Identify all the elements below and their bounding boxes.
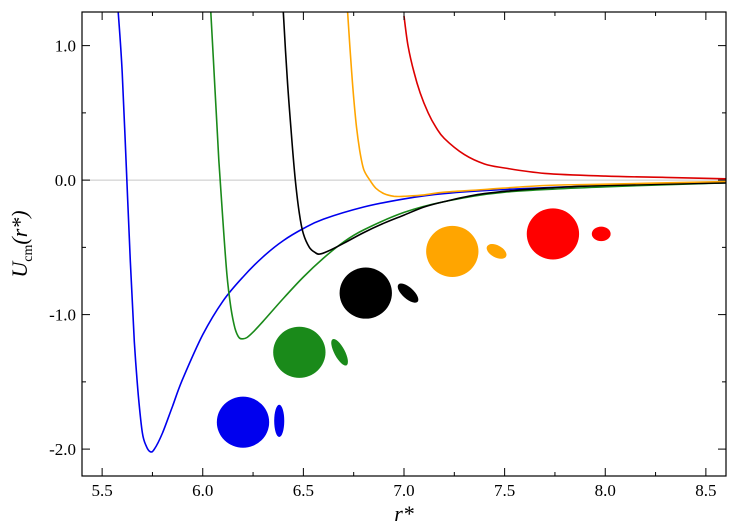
sphere-particle [526, 208, 580, 260]
molecule-icon-3 [339, 267, 419, 319]
ellipsoid-particle [397, 283, 419, 303]
series-line-1 [117, 12, 726, 453]
sphere-particle [339, 267, 392, 319]
y-tick-label: -2.0 [49, 440, 76, 459]
ellipsoid-particle [274, 404, 285, 437]
sphere-particle [273, 326, 326, 378]
molecule-icon-4 [426, 225, 507, 277]
molecule-icon-1 [216, 396, 285, 448]
x-tick-label: 7.0 [393, 481, 414, 500]
series-line-5 [403, 15, 726, 180]
x-tick-label: 6.0 [192, 481, 213, 500]
molecule-icon-5 [526, 208, 611, 260]
ellipsoid-particle [486, 244, 507, 259]
y-axis-label: Ucm(r*) [7, 210, 36, 277]
sphere-particle [426, 225, 479, 277]
x-tick-label: 8.0 [595, 481, 616, 500]
y-tick-label: 1.0 [55, 37, 76, 56]
series-layer [117, 12, 726, 453]
x-tick-label: 7.5 [494, 481, 515, 500]
y-tick-label: -1.0 [49, 306, 76, 325]
molecule-icon-2 [273, 326, 348, 378]
sphere-particle [216, 396, 270, 448]
y-tick-label: 0.0 [55, 171, 76, 190]
series-line-2 [210, 12, 726, 340]
series-line-4 [346, 12, 726, 198]
x-tick-label: 6.5 [293, 481, 314, 500]
x-axis-label: r* [394, 501, 414, 526]
x-tick-label: 5.5 [92, 481, 113, 500]
x-tick-label: 8.5 [695, 481, 716, 500]
ellipsoid-particle [331, 338, 348, 366]
ellipsoid-particle [591, 226, 611, 242]
plot-frame [81, 11, 727, 477]
tick-layer: 5.5 6.0 6.5 7.0 7.5 8.0 8.5 -2.0 -1.0 0.0 1.0 [49, 12, 726, 500]
series-line-3 [282, 12, 726, 255]
molecule-icons [216, 208, 611, 448]
